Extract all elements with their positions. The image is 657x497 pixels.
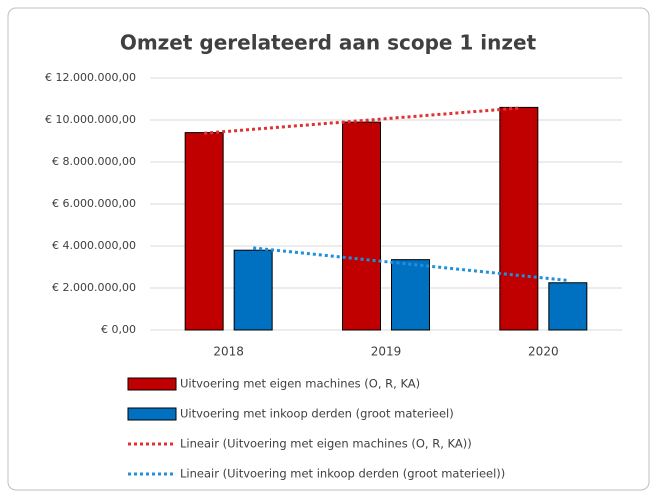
legend-label: Lineair (Uitvoering met eigen machines (…	[180, 437, 472, 451]
legend-swatch	[127, 377, 177, 391]
y-tick-label: € 0,00	[101, 323, 136, 336]
bar	[548, 282, 588, 331]
y-tick-label: € 8.000.000,00	[52, 155, 136, 168]
trendline	[253, 246, 568, 282]
chart-title: Omzet gerelateerd aan scope 1 inzet	[120, 31, 537, 55]
legend-swatch	[127, 407, 177, 421]
x-tick-label: 2018	[213, 345, 244, 359]
bar	[342, 121, 381, 331]
x-tick-label: 2020	[528, 345, 559, 359]
legend-label: Uitvoering met eigen machines (O, R, KA)	[180, 377, 420, 391]
y-tick-label: € 4.000.000,00	[52, 239, 136, 252]
y-tick-label: € 2.000.000,00	[52, 281, 136, 294]
y-tick-label: € 6.000.000,00	[52, 197, 136, 210]
trendline	[204, 106, 519, 135]
x-tick-label: 2019	[371, 345, 402, 359]
legend-label: Lineair (Uitvoering met inkoop derden (g…	[180, 467, 505, 481]
y-tick-label: € 12.000.000,00	[45, 71, 136, 84]
chart-border	[7, 7, 650, 491]
bar	[184, 132, 224, 331]
y-tick-label: € 10.000.000,00	[45, 113, 136, 126]
bar	[499, 106, 539, 331]
legend-label: Uitvoering met inkoop derden (groot mate…	[180, 407, 454, 421]
bar	[233, 249, 273, 331]
bar	[391, 259, 430, 331]
